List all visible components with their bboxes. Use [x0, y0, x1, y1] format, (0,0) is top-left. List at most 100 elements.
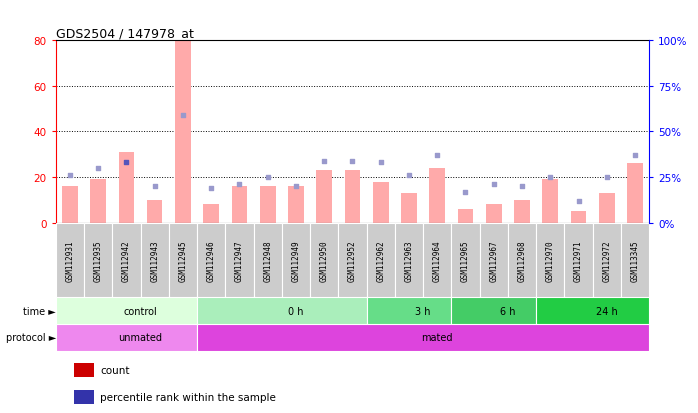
Point — [544, 174, 556, 181]
Point — [573, 198, 584, 204]
Bar — [542, 180, 558, 223]
Text: GSM112965: GSM112965 — [461, 240, 470, 281]
FancyBboxPatch shape — [56, 223, 84, 297]
Text: GDS2504 / 147978_at: GDS2504 / 147978_at — [56, 27, 194, 40]
FancyBboxPatch shape — [339, 223, 366, 297]
Text: GSM112949: GSM112949 — [292, 240, 300, 281]
Text: control: control — [124, 306, 158, 316]
Text: percentile rank within the sample: percentile rank within the sample — [101, 392, 276, 402]
FancyBboxPatch shape — [480, 223, 508, 297]
Bar — [571, 211, 586, 223]
Text: mated: mated — [422, 332, 453, 343]
Text: GSM112947: GSM112947 — [235, 240, 244, 281]
Bar — [147, 200, 163, 223]
Point — [630, 152, 641, 159]
Bar — [458, 209, 473, 223]
Bar — [232, 187, 247, 223]
FancyBboxPatch shape — [536, 223, 565, 297]
Text: GSM113345: GSM113345 — [630, 240, 639, 281]
Point — [93, 165, 104, 172]
Bar — [599, 193, 614, 223]
Bar — [119, 152, 134, 223]
FancyBboxPatch shape — [452, 223, 480, 297]
FancyBboxPatch shape — [197, 324, 649, 351]
FancyBboxPatch shape — [169, 223, 197, 297]
Point — [262, 174, 274, 181]
Bar — [373, 182, 389, 223]
Point — [234, 182, 245, 188]
Bar — [429, 169, 445, 223]
FancyBboxPatch shape — [366, 223, 395, 297]
Text: GSM112945: GSM112945 — [179, 240, 188, 281]
FancyBboxPatch shape — [197, 223, 225, 297]
Bar — [260, 187, 276, 223]
Text: GSM112972: GSM112972 — [602, 240, 611, 281]
FancyBboxPatch shape — [84, 223, 112, 297]
FancyBboxPatch shape — [56, 324, 197, 351]
Bar — [175, 41, 191, 223]
Text: GSM112943: GSM112943 — [150, 240, 159, 281]
FancyBboxPatch shape — [253, 223, 282, 297]
Bar — [316, 171, 332, 223]
FancyBboxPatch shape — [366, 297, 452, 324]
Point — [64, 173, 75, 179]
FancyBboxPatch shape — [56, 297, 197, 324]
Point — [177, 112, 188, 119]
Point — [403, 173, 415, 179]
Point — [460, 189, 471, 195]
Text: GSM112952: GSM112952 — [348, 240, 357, 281]
FancyBboxPatch shape — [536, 297, 649, 324]
Bar — [486, 205, 502, 223]
Point — [347, 158, 358, 164]
Point — [375, 160, 386, 166]
Bar — [288, 187, 304, 223]
FancyBboxPatch shape — [565, 223, 593, 297]
Text: GSM112962: GSM112962 — [376, 240, 385, 281]
Bar — [91, 180, 106, 223]
Text: GSM112967: GSM112967 — [489, 240, 498, 281]
Text: GSM112950: GSM112950 — [320, 240, 329, 281]
FancyBboxPatch shape — [508, 223, 536, 297]
Text: 24 h: 24 h — [596, 306, 618, 316]
Point — [149, 183, 161, 190]
FancyBboxPatch shape — [140, 223, 169, 297]
Bar — [514, 200, 530, 223]
Point — [206, 185, 217, 192]
Bar — [74, 390, 94, 404]
Text: protocol ►: protocol ► — [6, 332, 56, 343]
Bar — [203, 205, 219, 223]
Text: 6 h: 6 h — [500, 306, 516, 316]
Text: time ►: time ► — [23, 306, 56, 316]
Text: GSM112948: GSM112948 — [263, 240, 272, 281]
Text: 3 h: 3 h — [415, 306, 431, 316]
Bar — [345, 171, 360, 223]
FancyBboxPatch shape — [197, 297, 366, 324]
Text: GSM112946: GSM112946 — [207, 240, 216, 281]
FancyBboxPatch shape — [452, 297, 536, 324]
Point — [431, 152, 443, 159]
Point — [488, 182, 499, 188]
Text: GSM112968: GSM112968 — [517, 240, 526, 281]
Text: GSM112942: GSM112942 — [122, 240, 131, 281]
Text: unmated: unmated — [119, 332, 163, 343]
Text: GSM112964: GSM112964 — [433, 240, 442, 281]
Bar — [628, 164, 643, 223]
FancyBboxPatch shape — [423, 223, 452, 297]
Bar — [74, 363, 94, 377]
FancyBboxPatch shape — [593, 223, 621, 297]
FancyBboxPatch shape — [621, 223, 649, 297]
FancyBboxPatch shape — [310, 223, 339, 297]
Point — [319, 158, 330, 164]
FancyBboxPatch shape — [112, 223, 140, 297]
FancyBboxPatch shape — [225, 223, 253, 297]
Text: count: count — [101, 365, 130, 375]
FancyBboxPatch shape — [395, 223, 423, 297]
Point — [517, 183, 528, 190]
Text: GSM112971: GSM112971 — [574, 240, 583, 281]
Bar — [62, 187, 77, 223]
Point — [121, 160, 132, 166]
Point — [290, 183, 302, 190]
Text: 0 h: 0 h — [288, 306, 304, 316]
Text: GSM112970: GSM112970 — [546, 240, 555, 281]
Text: GSM112963: GSM112963 — [405, 240, 413, 281]
